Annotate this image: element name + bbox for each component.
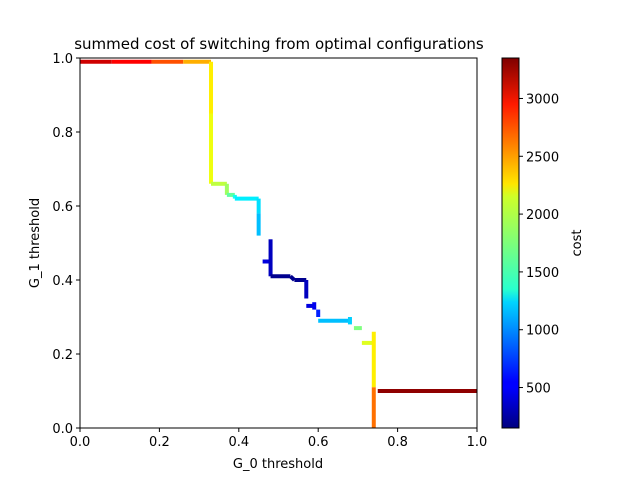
y-tick-label: 0.8	[52, 126, 73, 141]
plot-frame	[79, 57, 478, 429]
colorbar-label: cost	[570, 230, 585, 257]
y-tick-label: 0.4	[52, 274, 73, 289]
colorbar-tick-label: 500	[526, 382, 551, 397]
x-tick-label: 0.4	[228, 435, 249, 450]
x-tick-label: 0.8	[387, 435, 408, 450]
colorbar-tick-label: 2500	[526, 150, 559, 165]
plot-marks	[80, 59, 477, 428]
chart-title: summed cost of switching from optimal co…	[74, 35, 484, 53]
y-axis: 0.0 0.2 0.4 0.6 0.8 1.0	[52, 52, 80, 437]
x-tick-label: 0.6	[308, 435, 329, 450]
y-axis-label: G_1 threshold	[28, 198, 43, 288]
colorbar-ticks: 500 1000 1500 2000 2500 3000	[519, 92, 559, 397]
x-axis: 0.0 0.2 0.4 0.6 0.8 1.0	[70, 428, 488, 450]
path-segment	[289, 274, 296, 282]
colorbar	[501, 57, 520, 429]
colorbar-tick-label: 3000	[526, 92, 559, 107]
x-tick-label: 0.2	[149, 435, 170, 450]
colorbar-tick-label: 1000	[526, 324, 559, 339]
colorbar-tick-label: 1500	[526, 266, 559, 281]
y-tick-label: 0.2	[52, 348, 73, 363]
x-axis-label: G_0 threshold	[233, 457, 323, 472]
y-tick-label: 0.6	[52, 200, 73, 215]
x-tick-label: 1.0	[467, 435, 488, 450]
y-tick-label: 1.0	[52, 52, 73, 67]
colorbar-tick-label: 2000	[526, 208, 559, 223]
x-tick-label: 0.0	[70, 435, 91, 450]
y-tick-label: 0.0	[52, 422, 73, 437]
